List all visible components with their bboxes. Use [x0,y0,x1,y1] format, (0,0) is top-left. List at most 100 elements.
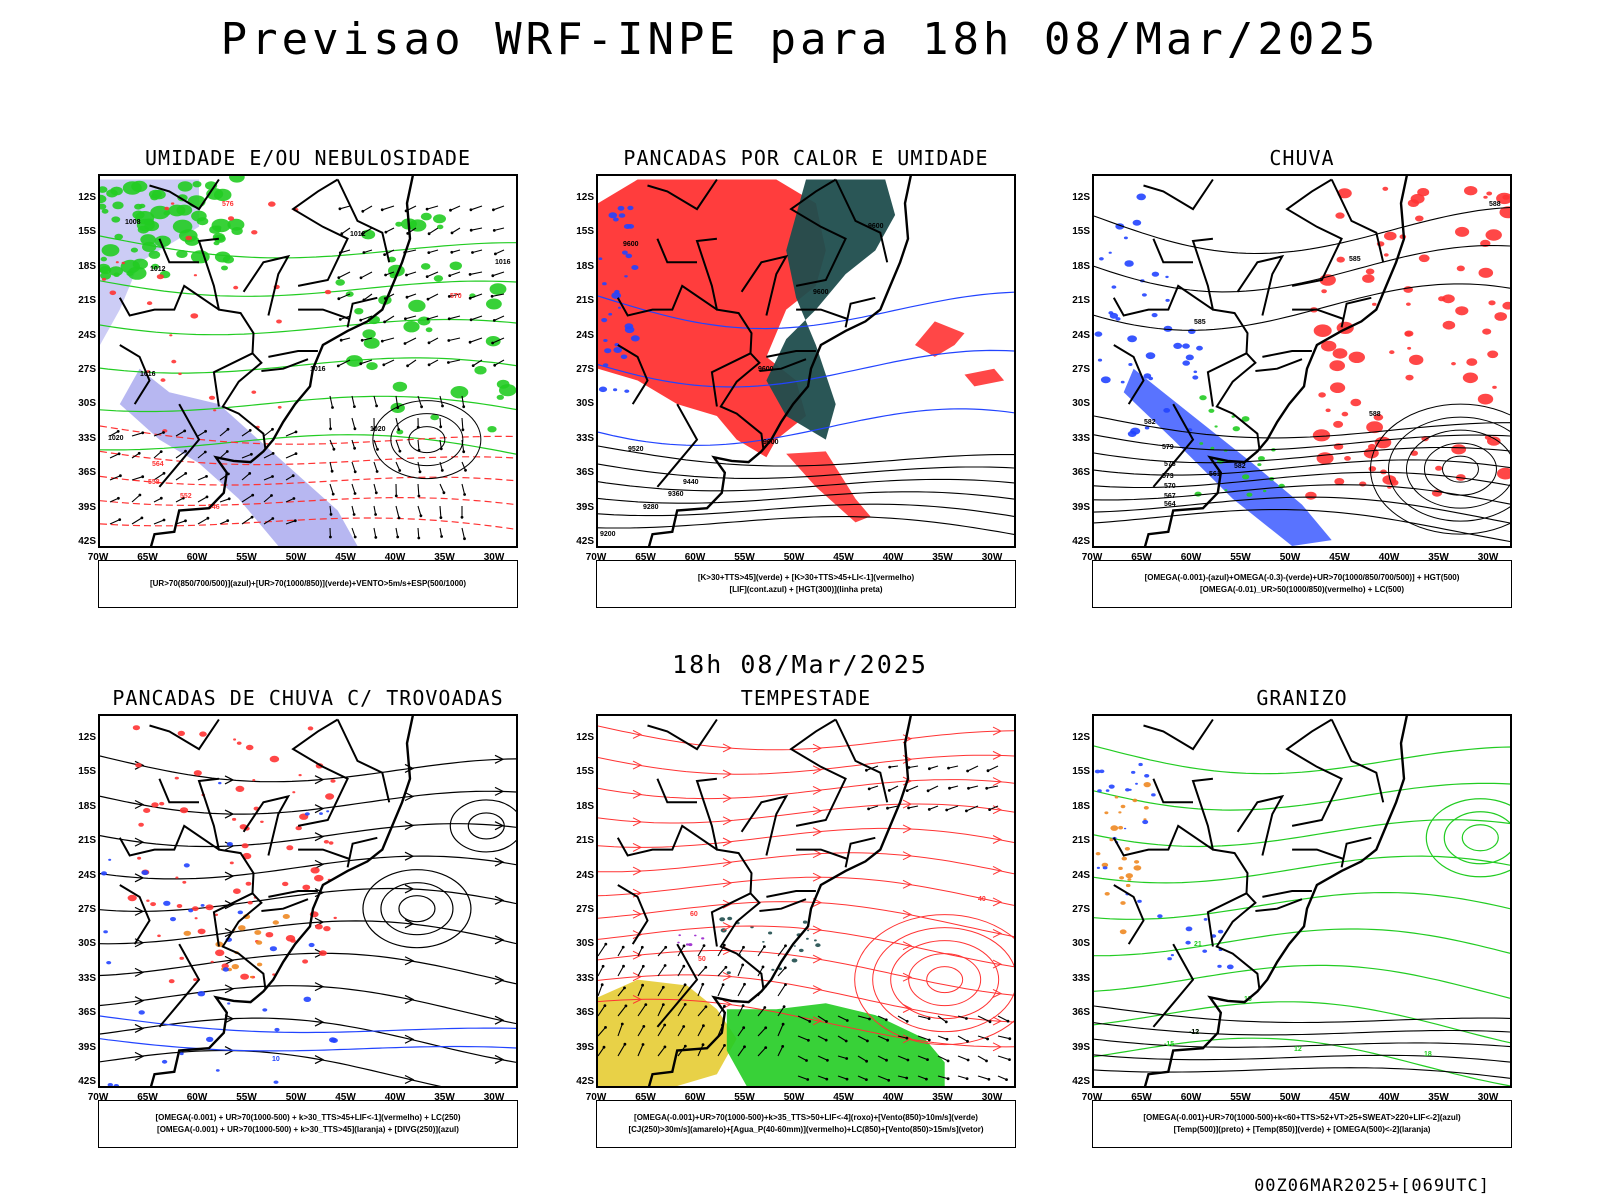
wind-vector [657,1004,664,1017]
streamline-arrow [404,763,415,774]
thunder-area [146,899,150,902]
wind-vector-head [490,294,494,298]
thunder-area [290,938,296,943]
red-marker [208,395,216,400]
wind-vector-head [398,469,402,472]
omega-area [1115,317,1121,321]
humid-patch [437,224,444,230]
lifted-index-contour [631,265,639,270]
pressure-isobar [372,400,482,480]
height-contour [1094,434,1510,451]
contour-label: 585 [1194,319,1206,326]
wind-vector [439,527,443,537]
thunder-area [328,841,334,845]
wind-vector-head [248,472,252,475]
omega500-area [1125,883,1131,888]
divergence-contour [319,812,323,815]
contour-label: 1016 [495,259,511,266]
wind-vector-head [383,320,386,324]
thunder-area [307,726,314,731]
red-dashed-contour [100,517,516,530]
precipitable-water-contour [926,966,964,994]
state-border [197,237,267,450]
mark [726,971,731,975]
rain-area [1494,312,1507,321]
wind-vector [937,1075,949,1080]
rain-area [1321,340,1337,352]
streamline-arrow [494,857,505,867]
wind-vector-head [887,1078,891,1082]
green-contour [100,280,516,297]
wind-vector [439,417,442,427]
omega-area [1185,354,1194,361]
wind-vector [677,1026,685,1037]
wind-vector [997,1015,1009,1022]
wind-vector-head [723,1044,726,1047]
streamline-arrow [224,809,235,819]
red-marker [268,201,276,207]
streamline-arrow [902,910,913,919]
thunder-area [168,979,175,984]
wind-vector-head [1008,1058,1011,1061]
divergence-contour [161,1059,168,1064]
wind-vector [967,765,979,772]
wind-vector [153,519,165,525]
wind-vector-head [845,1019,849,1022]
divergence-contour [262,1008,268,1012]
humid-patch [222,255,234,264]
height-contour [1441,455,1479,483]
lon-tick-label: 65W [137,552,158,563]
state-border [1113,344,1145,405]
wind-vector-head [965,1017,968,1020]
orange-area [249,975,253,979]
panel-title: PANCADAS POR CALOR E UMIDADE [623,146,989,170]
wind-vector [917,1075,927,1080]
wind-vector [637,947,643,957]
wind-vector [837,1035,847,1042]
humid-patch [101,208,109,214]
omega500-area [1119,929,1127,935]
humid-patch [114,233,123,240]
wind-vector [395,395,399,408]
thunder-area [333,916,337,920]
lat-tick-label: 39S [78,501,96,513]
wind-vector [717,1045,725,1057]
wind-vector [737,984,745,997]
wind-vector-head [986,769,990,773]
wind-vector [351,527,356,538]
wind-vector-head [985,1059,988,1063]
wind-vector-head [967,786,970,790]
streamline [100,887,516,913]
humid-patch [101,244,120,257]
state-border [158,238,199,264]
lon-tick-label: 60W [186,1092,208,1103]
omega500-area [1101,862,1109,868]
wind-vector-head [468,273,472,276]
omega500-area [1143,782,1151,788]
orange-area [282,914,290,919]
lon-tick-label: 30W [483,552,505,563]
state-border [796,308,848,320]
wind-vector-head [722,943,726,947]
streamline-arrow [134,1051,145,1061]
temp850-contour [1094,928,1510,957]
lat-tick-label: 18S [1072,800,1090,812]
legend-text: [Temp(500)](preto) + [Temp(850)](verde) … [1173,1125,1431,1134]
state-border [1255,898,1303,912]
temp850-contour [1094,782,1510,811]
height-contour [598,503,1014,517]
wind-vector [657,946,667,957]
wind-vector [341,337,351,341]
divergence-contour [188,908,194,913]
wind-vector [817,1075,827,1080]
humid-patch [196,217,209,226]
rain-area [1337,188,1352,199]
wind-vector-head [206,516,210,520]
rain-area [1363,447,1379,459]
rain-area [1418,254,1430,263]
wind-vector [897,1035,908,1039]
humid-patch [392,381,408,392]
wind-vector [263,428,273,437]
lat-tick-label: 42S [78,1076,96,1087]
omega-area [1182,360,1190,366]
